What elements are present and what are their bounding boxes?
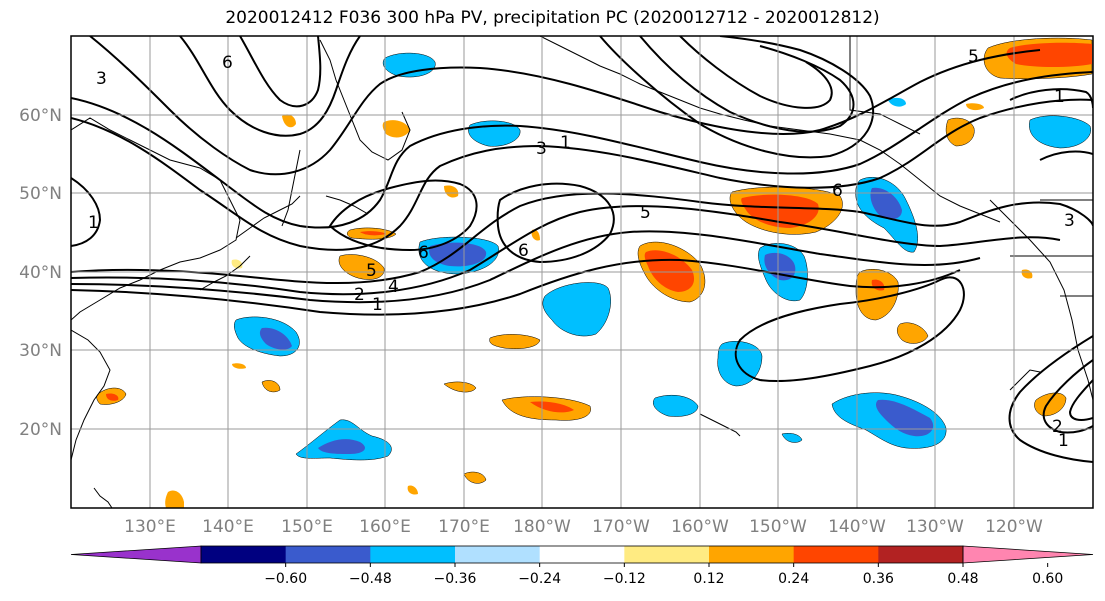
colorbar-tick-label: 0.12 (693, 571, 724, 587)
lon-label-150w: 150°W (749, 517, 807, 537)
colorbar-tick-label: −0.60 (264, 571, 307, 587)
lon-label-170e: 170°E (438, 517, 490, 537)
lat-label-60n: 60°N (19, 106, 62, 126)
lon-label-160w: 160°W (671, 517, 729, 537)
colorbar-tick-label: 0.60 (1032, 571, 1063, 587)
contour-label-1: 1 (88, 213, 99, 233)
colorbar-cell (793, 546, 879, 563)
longitude-labels: 130°E 140°E 150°E 160°E 170°E 180°W 170°… (124, 517, 1043, 537)
contour-label-4: 4 (388, 277, 399, 297)
contour-labels: 1 1 1 1 1 2 2 3 3 3 4 5 5 5 6 6 6 6 (88, 47, 1075, 451)
colorbar-tick-label: 0.24 (778, 571, 809, 587)
colorbar-tick-label: −0.36 (434, 571, 477, 587)
lon-label-180w: 180°W (513, 517, 571, 537)
colorbar-cell (201, 546, 287, 563)
colorbar-tick-label: −0.12 (603, 571, 646, 587)
colorbar-extend-min (70, 545, 202, 564)
lat-label-40n: 40°N (19, 263, 62, 283)
lon-label-140w: 140°W (828, 517, 886, 537)
contour-label-1: 1 (1058, 431, 1069, 451)
colorbar-extend-max (962, 545, 1094, 564)
lon-label-170w: 170°W (592, 517, 650, 537)
colorbar-cell (370, 546, 456, 563)
colorbar-cell (709, 546, 795, 563)
colorbar-tick-label: 0.48 (947, 571, 978, 587)
colorbar-cell (455, 546, 541, 563)
latitude-labels: 60°N 50°N 40°N 30°N 20°N (19, 106, 62, 440)
contour-label-3: 3 (96, 69, 107, 89)
contour-label-1: 1 (1054, 87, 1065, 107)
contour-label-6: 6 (418, 243, 429, 263)
lon-label-160e: 160°E (359, 517, 411, 537)
contour-label-1: 1 (372, 295, 383, 315)
contour-label-5: 5 (640, 203, 651, 223)
contour-label-6: 6 (518, 241, 529, 261)
lon-label-130w: 130°W (906, 517, 964, 537)
lon-label-120w: 120°W (985, 517, 1043, 537)
contour-label-2: 2 (1052, 417, 1063, 437)
lon-label-140e: 140°E (202, 517, 254, 537)
map-title: 2020012412 F036 300 hPa PV, precipitatio… (225, 8, 880, 28)
colorbar-cell (539, 546, 625, 563)
lat-label-50n: 50°N (19, 184, 62, 204)
colorbar-tick-label: −0.24 (518, 571, 561, 587)
coastlines (71, 36, 1093, 508)
lon-label-130e: 130°E (124, 517, 176, 537)
pv-contours (71, 36, 1093, 463)
contour-label-5: 5 (968, 47, 979, 67)
colorbar-frame (200, 545, 964, 564)
lat-label-30n: 30°N (19, 341, 62, 361)
precip-anomaly-shading (96, 37, 1093, 508)
lon-label-150e: 150°E (281, 517, 333, 537)
colorbar: −0.60 −0.48 −0.36 −0.24 −0.12 0.12 0.24 0.36 0.4… (70, 545, 1094, 587)
contour-label-3: 3 (536, 139, 547, 159)
colorbar-cell (285, 546, 371, 563)
graticule (71, 36, 1093, 508)
contour-label-6: 6 (222, 53, 233, 73)
colorbar-tick-label: −0.48 (349, 571, 392, 587)
contour-label-3: 3 (1064, 211, 1075, 231)
colorbar-cell (624, 546, 710, 563)
contour-label-5: 5 (366, 261, 377, 281)
contour-label-1: 1 (560, 133, 571, 153)
lat-label-20n: 20°N (19, 420, 62, 440)
contour-label-2: 2 (354, 285, 365, 305)
map-frame (70, 35, 1094, 509)
contour-label-6: 6 (832, 181, 843, 201)
colorbar-cell (878, 546, 964, 563)
colorbar-tick-label: 0.36 (863, 571, 894, 587)
